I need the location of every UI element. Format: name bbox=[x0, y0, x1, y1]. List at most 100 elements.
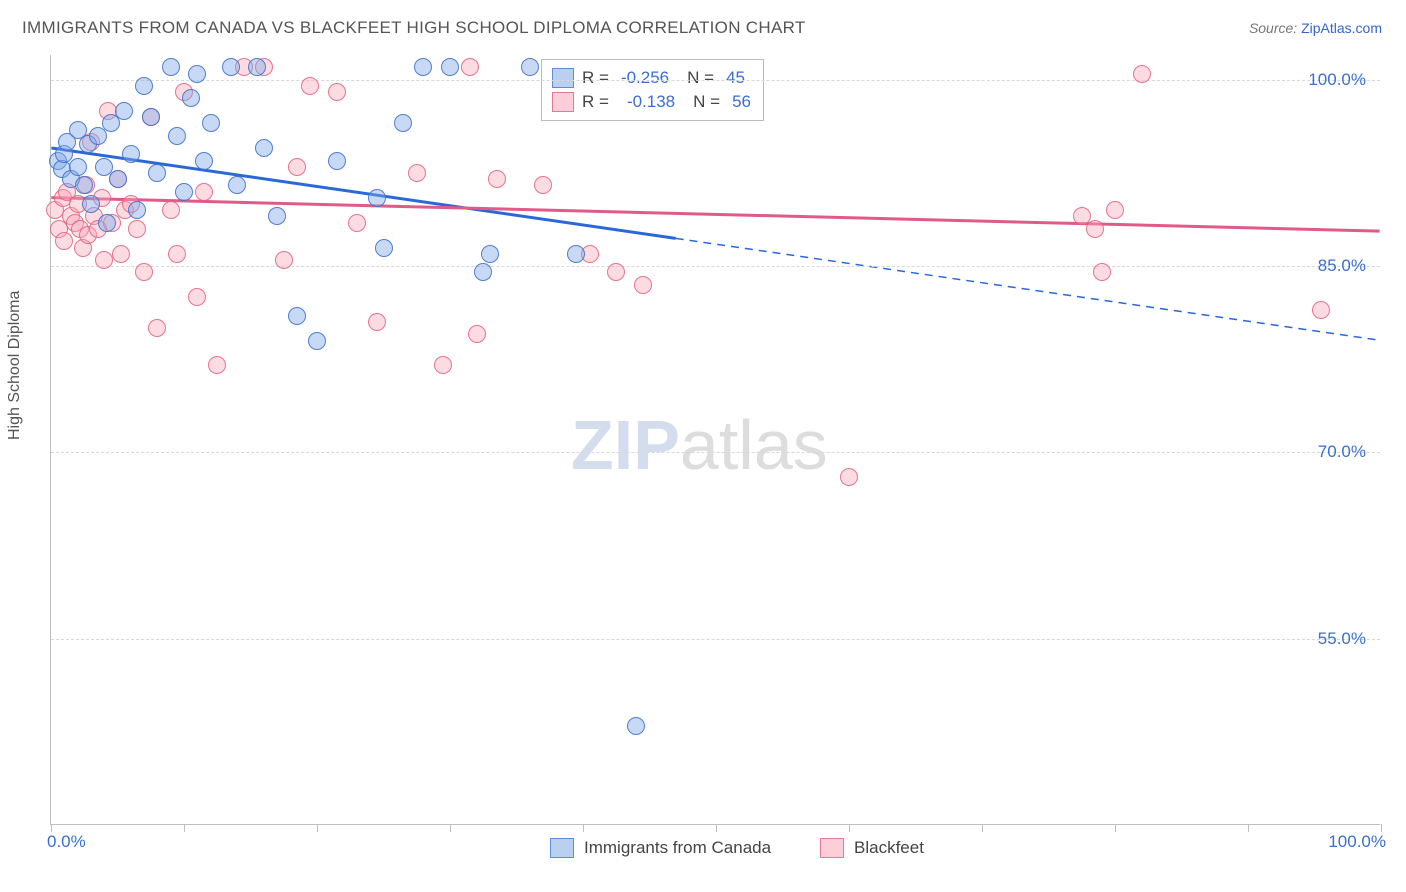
source-prefix: Source: bbox=[1249, 20, 1301, 36]
series-label-blue: Immigrants from Canada bbox=[584, 838, 771, 858]
data-point-pink bbox=[607, 263, 625, 281]
data-point-blue bbox=[414, 58, 432, 76]
y-axis-label: High School Diploma bbox=[6, 291, 24, 440]
data-point-blue bbox=[268, 207, 286, 225]
data-point-pink bbox=[1106, 201, 1124, 219]
x-tick bbox=[450, 824, 451, 832]
data-point-pink bbox=[301, 77, 319, 95]
data-point-pink bbox=[461, 58, 479, 76]
data-point-blue bbox=[175, 183, 193, 201]
page-title: IMMIGRANTS FROM CANADA VS BLACKFEET HIGH… bbox=[22, 18, 806, 38]
data-point-pink bbox=[534, 176, 552, 194]
r-label: R = bbox=[582, 66, 609, 90]
y-tick-label: 55.0% bbox=[1318, 629, 1366, 649]
data-point-blue bbox=[375, 239, 393, 257]
n-label: N = bbox=[687, 66, 714, 90]
swatch-pink bbox=[552, 92, 574, 112]
data-point-pink bbox=[408, 164, 426, 182]
data-point-blue bbox=[109, 170, 127, 188]
data-point-pink bbox=[840, 468, 858, 486]
data-point-pink bbox=[1133, 65, 1151, 83]
watermark: ZIPatlas bbox=[571, 405, 828, 485]
data-point-blue bbox=[122, 145, 140, 163]
x-tick bbox=[583, 824, 584, 832]
data-point-blue bbox=[98, 214, 116, 232]
source-label: Source: ZipAtlas.com bbox=[1249, 20, 1382, 36]
gridline bbox=[51, 80, 1380, 81]
data-point-pink bbox=[328, 83, 346, 101]
data-point-pink bbox=[488, 170, 506, 188]
data-point-pink bbox=[168, 245, 186, 263]
gridline bbox=[51, 639, 1380, 640]
data-point-pink bbox=[148, 319, 166, 337]
data-point-blue bbox=[308, 332, 326, 350]
data-point-blue bbox=[75, 176, 93, 194]
data-point-pink bbox=[188, 288, 206, 306]
data-point-blue bbox=[368, 189, 386, 207]
n-value-blue: 45 bbox=[726, 66, 745, 90]
x-tick bbox=[1115, 824, 1116, 832]
x-tick-label-min: 0.0% bbox=[47, 832, 86, 852]
data-point-pink bbox=[135, 263, 153, 281]
data-point-blue bbox=[222, 58, 240, 76]
correlation-legend: R = -0.256 N = 45 R = -0.138 N = 56 bbox=[541, 59, 764, 121]
data-point-blue bbox=[182, 89, 200, 107]
bottom-legend-blue: Immigrants from Canada bbox=[550, 838, 771, 858]
data-point-blue bbox=[567, 245, 585, 263]
data-point-pink bbox=[1093, 263, 1111, 281]
data-point-blue bbox=[115, 102, 133, 120]
data-point-pink bbox=[208, 356, 226, 374]
data-point-pink bbox=[634, 276, 652, 294]
data-point-blue bbox=[135, 77, 153, 95]
x-tick bbox=[982, 824, 983, 832]
source-link[interactable]: ZipAtlas.com bbox=[1301, 20, 1382, 36]
data-point-blue bbox=[627, 717, 645, 735]
data-point-blue bbox=[188, 65, 206, 83]
data-point-pink bbox=[348, 214, 366, 232]
n-value-pink: 56 bbox=[732, 90, 751, 114]
data-point-blue bbox=[162, 58, 180, 76]
data-point-pink bbox=[468, 325, 486, 343]
data-point-blue bbox=[441, 58, 459, 76]
data-point-pink bbox=[95, 251, 113, 269]
data-point-pink bbox=[434, 356, 452, 374]
data-point-blue bbox=[328, 152, 346, 170]
data-point-blue bbox=[248, 58, 266, 76]
data-point-pink bbox=[128, 220, 146, 238]
data-point-pink bbox=[112, 245, 130, 263]
data-point-pink bbox=[1086, 220, 1104, 238]
data-point-blue bbox=[148, 164, 166, 182]
data-point-pink bbox=[275, 251, 293, 269]
legend-row-pink: R = -0.138 N = 56 bbox=[552, 90, 751, 114]
swatch-pink bbox=[820, 838, 844, 858]
x-tick bbox=[1248, 824, 1249, 832]
x-tick bbox=[317, 824, 318, 832]
chart-plot-area: ZIPatlas R = -0.256 N = 45 R = -0.138 N … bbox=[50, 55, 1380, 825]
y-tick-label: 100.0% bbox=[1308, 70, 1366, 90]
data-point-blue bbox=[228, 176, 246, 194]
data-point-blue bbox=[394, 114, 412, 132]
data-point-blue bbox=[474, 263, 492, 281]
bottom-legend-pink: Blackfeet bbox=[820, 838, 924, 858]
data-point-blue bbox=[128, 201, 146, 219]
gridline bbox=[51, 452, 1380, 453]
x-tick bbox=[716, 824, 717, 832]
data-point-blue bbox=[142, 108, 160, 126]
data-point-pink bbox=[368, 313, 386, 331]
x-tick bbox=[51, 824, 52, 832]
y-tick-label: 85.0% bbox=[1318, 256, 1366, 276]
data-point-blue bbox=[195, 152, 213, 170]
data-point-blue bbox=[69, 158, 87, 176]
data-point-pink bbox=[1312, 301, 1330, 319]
data-point-pink bbox=[288, 158, 306, 176]
n-label: N = bbox=[693, 90, 720, 114]
data-point-blue bbox=[168, 127, 186, 145]
x-tick bbox=[184, 824, 185, 832]
r-value-pink: -0.138 bbox=[627, 90, 675, 114]
data-point-pink bbox=[55, 232, 73, 250]
data-point-pink bbox=[195, 183, 213, 201]
gridline bbox=[51, 266, 1380, 267]
data-point-blue bbox=[255, 139, 273, 157]
x-tick bbox=[1381, 824, 1382, 832]
data-point-blue bbox=[521, 58, 539, 76]
